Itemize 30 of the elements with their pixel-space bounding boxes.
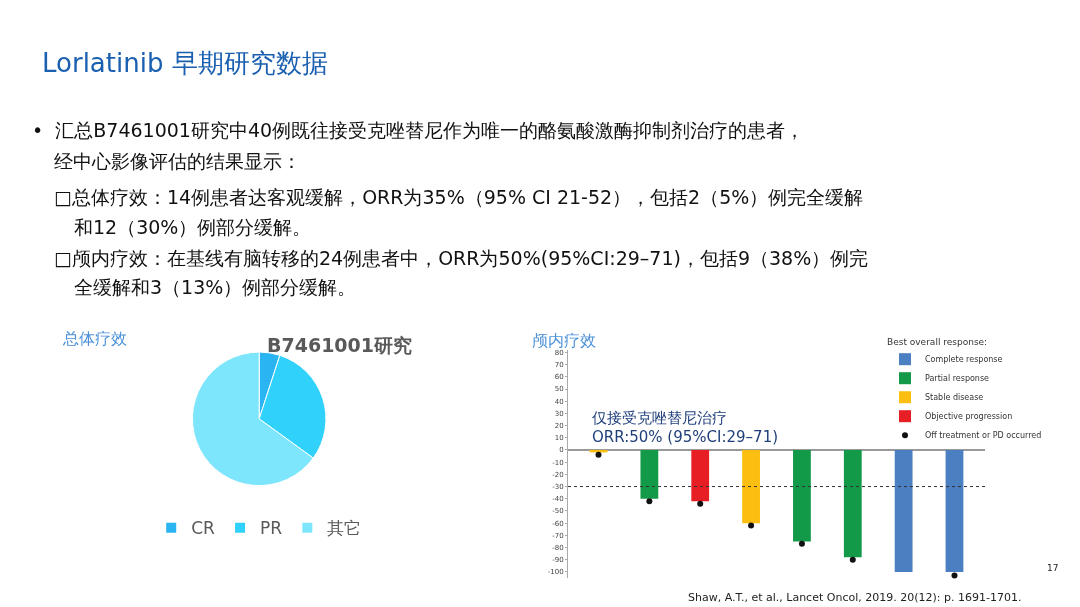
legend-label: CR (191, 518, 216, 539)
legend-label: Complete response (925, 355, 1003, 365)
text: 颅内疗效 (532, 331, 596, 350)
text: 和12（30%）例部分缓解。 (74, 216, 312, 238)
text: 全缓解和3（13%）例部分缓解。 (74, 276, 357, 298)
text: 17 (1047, 563, 1059, 573)
legend-label: Stable disease (925, 393, 984, 403)
text: • 汇总B7461001研究中40例既往接受克唑替尼作为唯一的酪氨酸激酶抑制剂治疗的患者， (32, 119, 805, 141)
point (849, 556, 856, 563)
legend-label: Partial response (925, 374, 990, 384)
text: □颅内疗效：在基线有脑转移的24例患者中，ORR为50%(95%CI:29–71)，包括9（38%）例完 (54, 247, 869, 269)
text: 总体疗效 (62, 329, 127, 348)
text: 经中心影像评估的结果显示： (54, 150, 301, 172)
point (697, 500, 704, 507)
text: Shaw, A.T., et al., Lancet Oncol, 2019. 20(12): p. 1691-1701. (688, 591, 1022, 604)
chart-title: B7461001研究 (267, 334, 413, 356)
point (646, 498, 653, 505)
annotation: 仅接受克唑替尼治疗 (592, 409, 727, 427)
legend-label: Objective progression (925, 412, 1013, 422)
point (748, 522, 755, 529)
legend-label: PR (260, 518, 283, 539)
legend-label: Off treatment or PD occurred (925, 431, 1042, 441)
legend-title: Best overall response: (887, 336, 988, 347)
text: □总体疗效：14例患者达客观缓解，ORR为35%（95% CI 21-52），包括2（5%）例完全缓解 (54, 186, 864, 208)
legend-label: 其它 (327, 518, 362, 539)
point (595, 451, 602, 458)
point (951, 572, 958, 579)
text: Lorlatinib 早期研究数据 (42, 48, 328, 78)
point (798, 540, 805, 547)
annotation: ORR:50% (95%CI:29–71) (592, 428, 779, 446)
